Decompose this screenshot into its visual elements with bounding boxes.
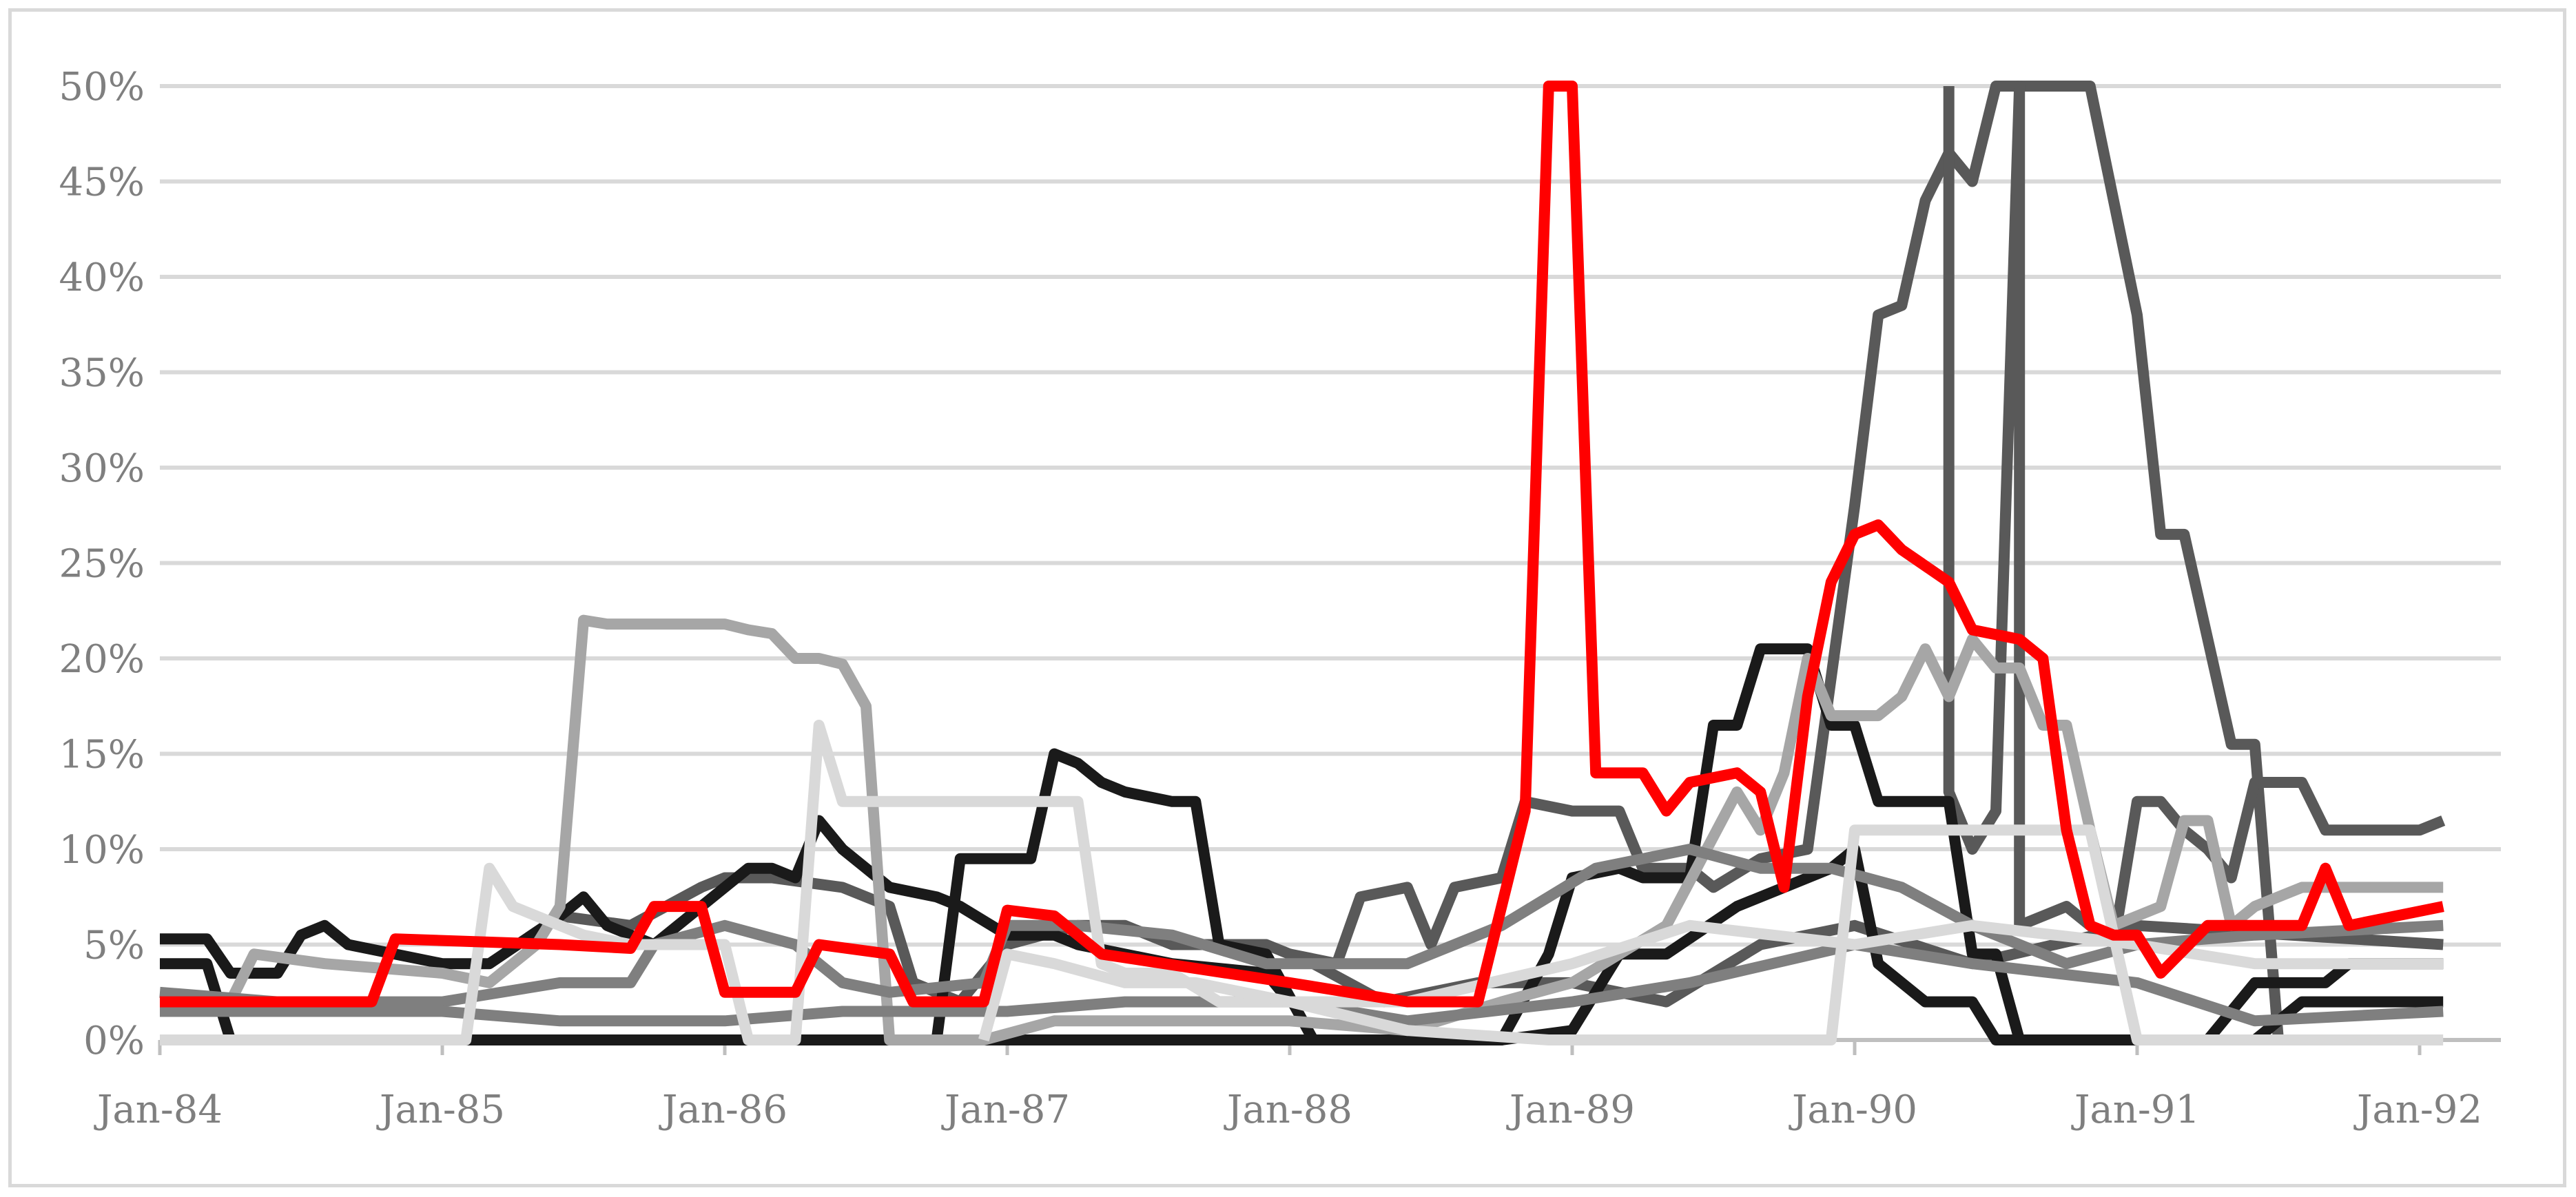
y-tick-label: 5% bbox=[83, 924, 145, 968]
y-tick-label: 20% bbox=[59, 637, 145, 682]
series-lines bbox=[159, 81, 2446, 1045]
y-tick-label: 10% bbox=[59, 828, 145, 873]
y-tick-label: 35% bbox=[59, 351, 145, 396]
series-line-10 bbox=[160, 720, 2444, 1045]
x-tick-label: Jan-84 bbox=[94, 1087, 223, 1132]
y-tick-labels: 0% 5% 10% 15% 20% 25% 30% 35% 40% 45% 50% bbox=[59, 65, 145, 1063]
series-line-0 bbox=[160, 81, 2444, 1008]
x-tick-label: Jan-87 bbox=[941, 1087, 1070, 1132]
series-line-8 bbox=[159, 844, 2444, 1008]
x-tick-label: Jan-88 bbox=[1224, 1087, 1352, 1132]
series-line-2 bbox=[1943, 81, 2446, 950]
x-tick-label: Jan-85 bbox=[376, 1087, 505, 1132]
x-tick-labels: Jan-84 Jan-85 Jan-86 Jan-87 Jan-88 Jan-89 Jan-… bbox=[94, 1087, 2482, 1132]
x-tick-label: Jan-90 bbox=[1789, 1087, 1917, 1132]
y-tick-label: 30% bbox=[59, 446, 145, 491]
y-tick-label: 15% bbox=[59, 733, 145, 778]
y-tick-label: 40% bbox=[59, 256, 145, 300]
x-tick-label: Jan-91 bbox=[2071, 1087, 2200, 1132]
series-line-5 bbox=[160, 815, 1295, 1006]
y-tick-label: 50% bbox=[59, 65, 145, 110]
series-line-1 bbox=[1288, 81, 2284, 1041]
x-tick-label: Jan-92 bbox=[2353, 1087, 2482, 1132]
y-tick-label: 0% bbox=[83, 1019, 145, 1063]
series-line-11 bbox=[978, 919, 2444, 1042]
x-tick-label: Jan-89 bbox=[1506, 1087, 1635, 1132]
x-tick-label: Jan-86 bbox=[659, 1087, 787, 1132]
y-tick-label: 45% bbox=[59, 160, 145, 205]
gridlines bbox=[160, 84, 2501, 947]
y-tick-label: 25% bbox=[59, 542, 145, 587]
